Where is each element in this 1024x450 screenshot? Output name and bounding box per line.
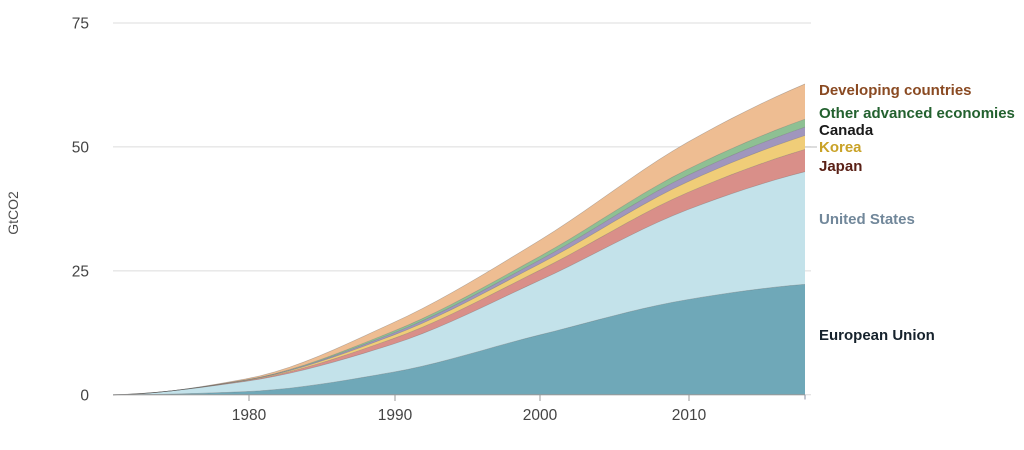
svg-text:Canada: Canada bbox=[819, 122, 874, 139]
svg-text:2000: 2000 bbox=[523, 407, 558, 424]
svg-text:European Union: European Union bbox=[819, 327, 935, 344]
svg-text:GtCO2: GtCO2 bbox=[5, 191, 21, 235]
svg-text:United States: United States bbox=[819, 211, 915, 228]
svg-text:Korea: Korea bbox=[819, 139, 862, 156]
svg-text:0: 0 bbox=[80, 387, 89, 404]
svg-text:75: 75 bbox=[72, 15, 89, 32]
svg-text:Other advanced economies: Other advanced economies bbox=[819, 105, 1015, 122]
svg-text:1990: 1990 bbox=[378, 407, 413, 424]
svg-text:1980: 1980 bbox=[232, 407, 267, 424]
svg-text:Developing countries: Developing countries bbox=[819, 82, 972, 99]
svg-text:25: 25 bbox=[72, 263, 89, 280]
svg-text:2010: 2010 bbox=[672, 407, 707, 424]
svg-text:50: 50 bbox=[72, 139, 90, 156]
svg-text:Japan: Japan bbox=[819, 158, 862, 175]
